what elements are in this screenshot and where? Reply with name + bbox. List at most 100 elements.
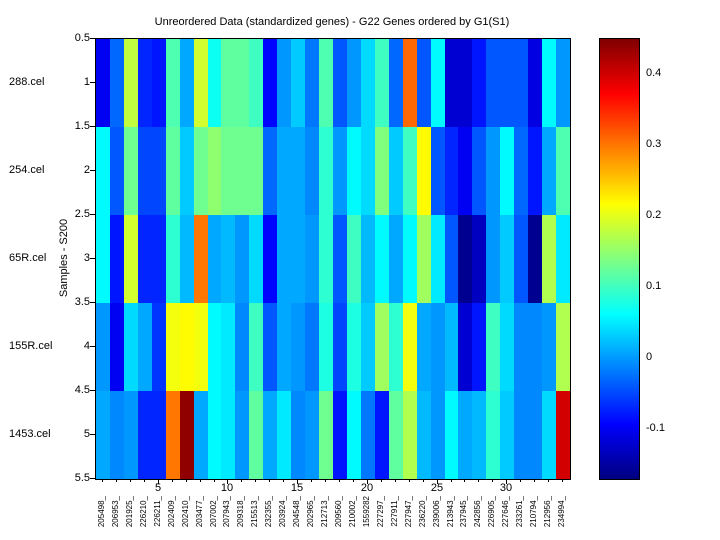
colorbar-tick-label: 0.4 bbox=[646, 67, 662, 79]
heatmap-cell bbox=[319, 391, 333, 479]
gene-label: 233261_ bbox=[515, 496, 524, 528]
colorbar-tick-label: 0 bbox=[646, 351, 653, 363]
y-tick-mark bbox=[90, 214, 95, 215]
heatmap-cell bbox=[277, 215, 291, 303]
heatmap-cell bbox=[445, 215, 458, 303]
column-tick-mark bbox=[562, 479, 563, 482]
gene-label: 204548_ bbox=[292, 496, 301, 528]
heatmap-cell bbox=[221, 303, 235, 391]
column-tick-mark bbox=[325, 479, 326, 482]
gene-label: 227947_ bbox=[404, 496, 413, 528]
heatmap-cell bbox=[514, 127, 528, 215]
heatmap-cell bbox=[542, 39, 556, 127]
heatmap-cell bbox=[305, 391, 319, 479]
y-tick-mark bbox=[90, 38, 95, 39]
gene-label: 210794_ bbox=[529, 496, 538, 528]
heatmap-cell bbox=[263, 391, 277, 479]
heatmap-cell bbox=[305, 39, 319, 127]
column-tick-mark bbox=[214, 479, 215, 482]
column-tick-mark bbox=[200, 479, 201, 482]
heatmap-cell bbox=[528, 39, 542, 127]
heatmap-cell bbox=[361, 303, 375, 391]
heatmap-cell bbox=[291, 39, 305, 127]
heatmap-cell bbox=[110, 215, 124, 303]
heatmap-cell bbox=[347, 303, 361, 391]
column-tick-mark bbox=[116, 479, 117, 482]
column-tick-mark bbox=[339, 479, 340, 482]
heatmap-cell bbox=[291, 391, 305, 479]
heatmap-cell bbox=[431, 391, 445, 479]
heatmap-cell bbox=[291, 215, 305, 303]
y-tick-mark bbox=[90, 346, 95, 347]
row-label: 65R.cel bbox=[9, 252, 47, 264]
heatmap-cell bbox=[180, 215, 194, 303]
column-tick-mark bbox=[492, 479, 493, 482]
heatmap-cell bbox=[194, 39, 208, 127]
column-tick-mark bbox=[451, 479, 452, 482]
column-tick-mark bbox=[102, 479, 103, 482]
heatmap-cell bbox=[445, 39, 458, 127]
column-tick-mark bbox=[381, 479, 382, 482]
heatmap-cell bbox=[124, 391, 138, 479]
heatmap-cell bbox=[556, 215, 570, 303]
gene-label: 202965_ bbox=[306, 496, 315, 528]
column-tick-mark bbox=[144, 479, 145, 482]
heatmap-cell bbox=[138, 215, 152, 303]
heatmap-cell bbox=[208, 303, 221, 391]
heatmap-cell bbox=[208, 391, 221, 479]
heatmap-cell bbox=[208, 127, 221, 215]
gene-label: 201925_ bbox=[125, 496, 134, 528]
heatmap-cell bbox=[277, 39, 291, 127]
heatmap-cell bbox=[110, 127, 124, 215]
heatmap-cell bbox=[319, 303, 333, 391]
heatmap-cell bbox=[277, 127, 291, 215]
heatmap-cell bbox=[500, 391, 514, 479]
gene-label: 203924_ bbox=[278, 496, 287, 528]
heatmap-cell bbox=[472, 303, 486, 391]
plot-title: Unreordered Data (standardized genes) - … bbox=[154, 16, 510, 28]
gene-label: 205498_ bbox=[97, 496, 106, 528]
y-tick-mark bbox=[90, 478, 95, 479]
heatmap-cell bbox=[291, 303, 305, 391]
x-tick-label: 30 bbox=[499, 482, 513, 494]
heatmap-cell bbox=[249, 215, 263, 303]
heatmap-cell bbox=[472, 127, 486, 215]
heatmap-cell bbox=[166, 39, 180, 127]
heatmap-cell bbox=[249, 303, 263, 391]
heatmap-cell bbox=[333, 303, 347, 391]
y-tick-mark bbox=[90, 434, 95, 435]
heatmap-cell bbox=[486, 39, 500, 127]
heatmap-cell bbox=[458, 39, 472, 127]
heatmap-cell bbox=[235, 215, 249, 303]
column-tick-mark bbox=[548, 479, 549, 482]
heatmap-cell bbox=[152, 303, 166, 391]
column-tick-mark bbox=[520, 479, 521, 482]
heatmap-cell bbox=[431, 127, 445, 215]
column-tick-mark bbox=[241, 479, 242, 482]
column-tick-mark bbox=[255, 479, 256, 482]
heatmap-cell bbox=[486, 215, 500, 303]
gene-label: 212956_ bbox=[543, 496, 552, 528]
column-tick-mark bbox=[534, 479, 535, 482]
heatmap-cell bbox=[486, 391, 500, 479]
gene-label: 207002_ bbox=[209, 496, 218, 528]
heatmap-cell bbox=[180, 391, 194, 479]
y-tick-mark bbox=[90, 126, 95, 127]
heatmap-cell bbox=[514, 391, 528, 479]
heatmap-cell bbox=[208, 215, 221, 303]
heatmap-cell bbox=[319, 39, 333, 127]
y-tick-mark bbox=[90, 302, 95, 303]
heatmap-cell bbox=[180, 39, 194, 127]
heatmap-cell bbox=[403, 39, 417, 127]
heatmap-cell bbox=[472, 215, 486, 303]
heatmap-cell bbox=[277, 303, 291, 391]
heatmap-cell bbox=[291, 127, 305, 215]
heatmap-cell bbox=[347, 39, 361, 127]
x-tick-label: 25 bbox=[430, 482, 444, 494]
heatmap-cell bbox=[249, 391, 263, 479]
heatmap-cell bbox=[138, 391, 152, 479]
heatmap-cell bbox=[194, 215, 208, 303]
column-tick-mark bbox=[269, 479, 270, 482]
gene-label: 203477_ bbox=[195, 496, 204, 528]
